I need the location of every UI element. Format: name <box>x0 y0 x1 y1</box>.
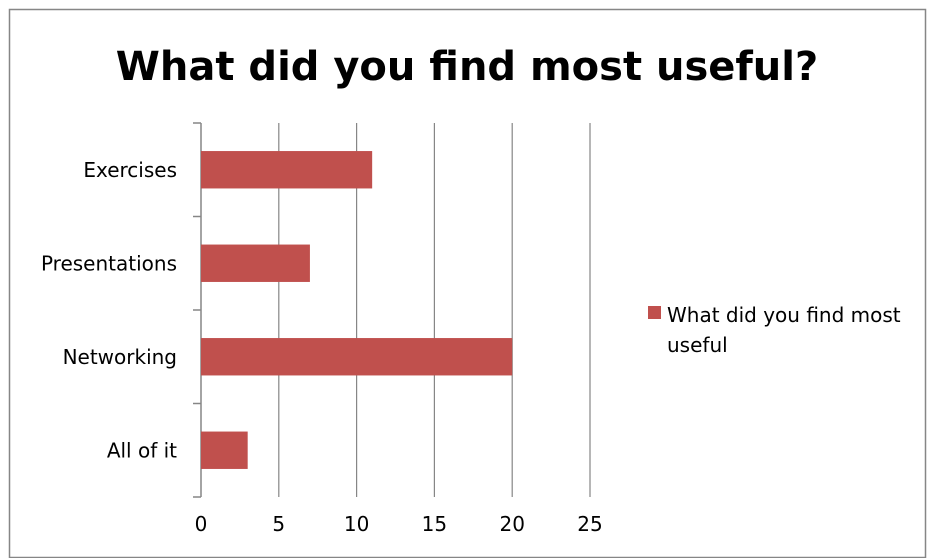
legend-swatch <box>648 306 661 319</box>
tick-labels: 0 5 10 15 20 25 Exercises Presentations Networki… <box>41 158 603 536</box>
bar-exercises <box>201 151 373 189</box>
bar-networking <box>201 338 513 376</box>
x-tick-label-15: 15 <box>422 512 447 536</box>
x-tick-label-20: 20 <box>499 512 524 536</box>
x-tick-label-0: 0 <box>195 512 208 536</box>
bar-all-of-it <box>201 431 248 469</box>
chart-title: What did you find most useful? <box>116 44 818 90</box>
y-tick-label-exercises: Exercises <box>83 158 177 182</box>
legend: What did you find most useful <box>648 303 901 357</box>
x-tick-label-10: 10 <box>344 512 369 536</box>
y-tick-label-all-of-it: All of it <box>107 438 177 462</box>
bar-presentations <box>201 244 310 282</box>
legend-label: What did you find most useful <box>667 303 901 357</box>
chart-border <box>8 8 927 558</box>
x-tick-label-25: 25 <box>577 512 602 536</box>
y-tick-label-networking: Networking <box>63 345 177 369</box>
y-tick-label-presentations: Presentations <box>41 251 177 275</box>
x-tick-label-5: 5 <box>272 512 285 536</box>
bars <box>201 151 513 469</box>
